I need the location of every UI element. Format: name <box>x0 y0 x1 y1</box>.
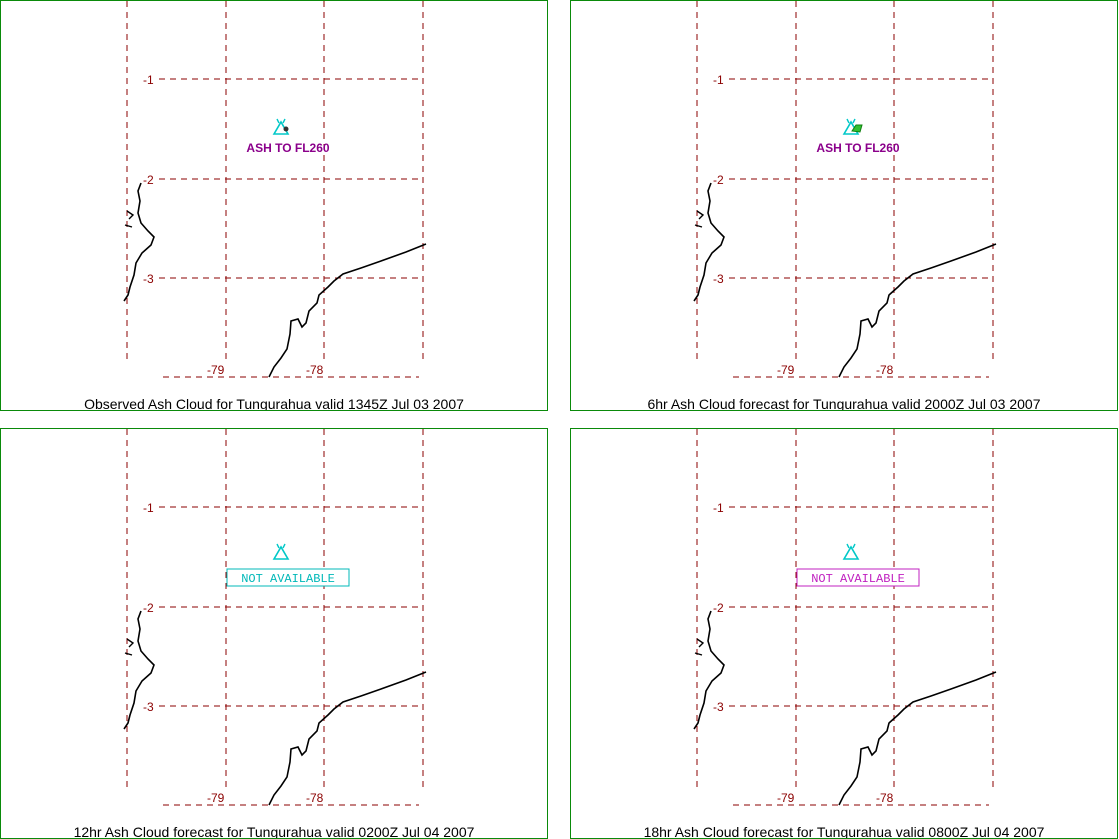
volcano-icon <box>842 545 860 560</box>
volcano-plume-icon <box>846 118 850 124</box>
latitude-label: -1 <box>143 73 154 87</box>
longitude-label: -78 <box>876 363 894 377</box>
border-line <box>268 243 427 378</box>
not-available-label: NOT AVAILABLE <box>241 572 335 586</box>
forecast-6hr-panel: -1 -2 -3 -79 -78 ASH TO FL260 6hr Ash Cloud f… <box>570 0 1118 411</box>
not-available-box <box>796 568 920 587</box>
volcano-icon <box>272 545 290 560</box>
west-coastline <box>693 610 725 730</box>
volcano-plume-icon <box>846 543 850 549</box>
latitude-label: -2 <box>143 173 154 187</box>
longitude-label: -79 <box>207 791 225 805</box>
coastal-islands <box>694 210 705 228</box>
ash-cloud-marker <box>283 126 289 132</box>
latitude-label: -2 <box>143 601 154 615</box>
border-line <box>838 671 997 806</box>
west-coastline <box>693 182 725 302</box>
latitude-label: -1 <box>143 501 154 515</box>
west-coastline <box>123 182 155 302</box>
map-12hr: -1 -2 -3 -79 -78 NOT AVAILABLE <box>123 429 427 806</box>
west-coastline <box>123 610 155 730</box>
forecast-12hr-panel: -1 -2 -3 -79 -78 NOT AVAILABLE 12hr Ash Cloud… <box>0 428 548 839</box>
border-line <box>268 671 427 806</box>
latitude-label: -1 <box>713 73 724 87</box>
coastal-islands <box>124 210 135 228</box>
longitude-label: -79 <box>777 791 795 805</box>
longitude-label: -79 <box>777 363 795 377</box>
latitude-label: -3 <box>713 700 724 714</box>
latitude-label: -2 <box>713 173 724 187</box>
ash-height-label: ASH TO FL260 <box>246 141 329 155</box>
border-line <box>838 243 997 378</box>
forecast-18hr-panel: -1 -2 -3 -79 -78 NOT AVAILABLE 18hr Ash Cloud… <box>570 428 1118 839</box>
longitude-label: -78 <box>876 791 894 805</box>
latitude-label: -3 <box>713 272 724 286</box>
panel-caption: 12hr Ash Cloud forecast for Tungurahua v… <box>73 824 475 839</box>
longitude-label: -78 <box>306 791 324 805</box>
panel-caption: 18hr Ash Cloud forecast for Tungurahua v… <box>643 824 1045 839</box>
map-18hr: -1 -2 -3 -79 -78 NOT AVAILABLE <box>693 429 997 806</box>
longitude-label: -79 <box>207 363 225 377</box>
observed-ash-panel: -1 -2 -3 -79 -78 ASH TO FL260 Observed Ash Cl… <box>0 0 548 411</box>
volcano-plume-icon <box>852 543 856 549</box>
not-available-label: NOT AVAILABLE <box>811 572 905 586</box>
not-available-box <box>226 568 350 587</box>
ash-cloud-marker <box>851 124 863 133</box>
panel-caption: Observed Ash Cloud for Tungurahua valid … <box>84 396 464 411</box>
map-6hr: -1 -2 -3 -79 -78 ASH TO FL260 <box>693 1 997 378</box>
panel-caption: 6hr Ash Cloud forecast for Tungurahua va… <box>647 396 1041 411</box>
volcano-plume-icon <box>276 118 280 124</box>
latitude-label: -3 <box>143 700 154 714</box>
volcano-plume-icon <box>282 543 286 549</box>
volcano-plume-icon <box>276 543 280 549</box>
latitude-label: -1 <box>713 501 724 515</box>
volcano-plume-icon <box>282 118 286 124</box>
coastal-islands <box>124 638 135 656</box>
map-observed: -1 -2 -3 -79 -78 ASH TO FL260 <box>123 1 427 378</box>
longitude-label: -78 <box>306 363 324 377</box>
latitude-label: -2 <box>713 601 724 615</box>
coastal-islands <box>694 638 705 656</box>
volcano-plume-icon <box>852 118 856 124</box>
ash-height-label: ASH TO FL260 <box>816 141 899 155</box>
latitude-label: -3 <box>143 272 154 286</box>
